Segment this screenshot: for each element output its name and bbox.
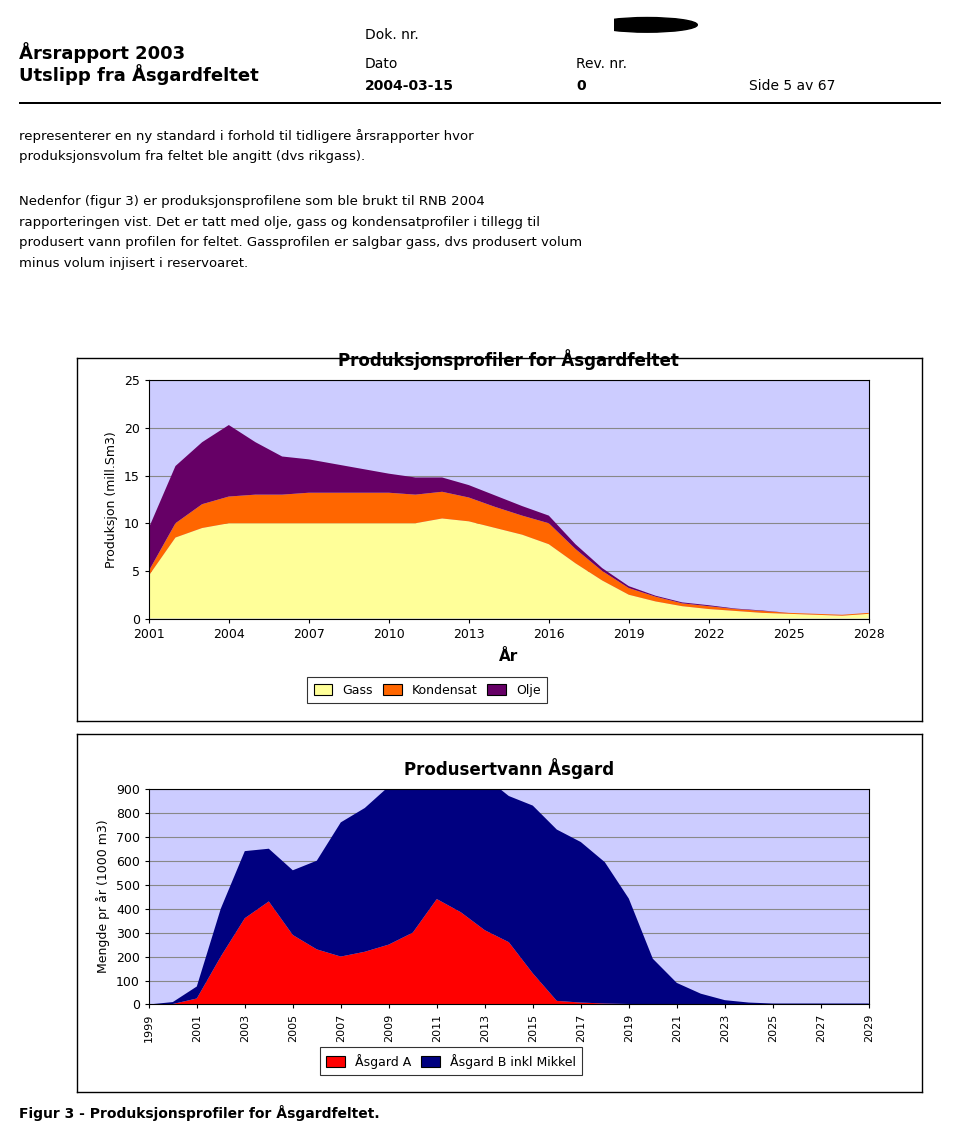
Title: Produksjonsprofiler for Åsgardfeltet: Produksjonsprofiler for Åsgardfeltet (338, 350, 680, 370)
Legend: Gass, Kondensat, Olje: Gass, Kondensat, Olje (307, 678, 547, 703)
Y-axis label: Mengde pr år (1000 m3): Mengde pr år (1000 m3) (96, 819, 110, 974)
Text: minus volum injisert i reservoaret.: minus volum injisert i reservoaret. (19, 257, 249, 269)
Text: Årsrapport 2003: Årsrapport 2003 (19, 42, 185, 62)
Text: STATOIL: STATOIL (756, 17, 852, 37)
Text: 2004-03-15: 2004-03-15 (365, 79, 454, 93)
Text: produsert vann profilen for feltet. Gassprofilen er salgbar gass, dvs produsert : produsert vann profilen for feltet. Gass… (19, 236, 583, 249)
Text: Nedenfor (figur 3) er produksjonsprofilene som ble brukt til RNB 2004: Nedenfor (figur 3) er produksjonsprofile… (19, 195, 485, 208)
Title: Produsertvann Åsgard: Produsertvann Åsgard (404, 758, 613, 779)
Text: Side 5 av 67: Side 5 av 67 (749, 79, 835, 93)
Circle shape (597, 17, 697, 32)
Text: Figur 3 - Produksjonsprofiler for Åsgardfeltet.: Figur 3 - Produksjonsprofiler for Åsgard… (19, 1105, 380, 1121)
Legend: Åsgard A, Åsgard B inkl Mikkel: Åsgard A, Åsgard B inkl Mikkel (320, 1048, 583, 1075)
X-axis label: År: År (499, 649, 518, 664)
Text: Dato: Dato (365, 57, 398, 70)
Text: Dok. nr.: Dok. nr. (365, 28, 419, 42)
Text: Rev. nr.: Rev. nr. (576, 57, 627, 70)
Text: rapporteringen vist. Det er tatt med olje, gass og kondensatprofiler i tillegg t: rapporteringen vist. Det er tatt med olj… (19, 216, 540, 228)
Text: 0: 0 (576, 79, 586, 93)
Y-axis label: Produksjon (mill.Sm3): Produksjon (mill.Sm3) (106, 431, 118, 568)
Text: produksjonsvolum fra feltet ble angitt (dvs rikgass).: produksjonsvolum fra feltet ble angitt (… (19, 150, 366, 162)
Circle shape (556, 14, 738, 41)
Text: Utslipp fra Åsgardfeltet: Utslipp fra Åsgardfeltet (19, 64, 259, 84)
Text: representerer en ny standard i forhold til tidligere årsrapporter hvor: representerer en ny standard i forhold t… (19, 129, 474, 143)
Polygon shape (592, 12, 702, 23)
